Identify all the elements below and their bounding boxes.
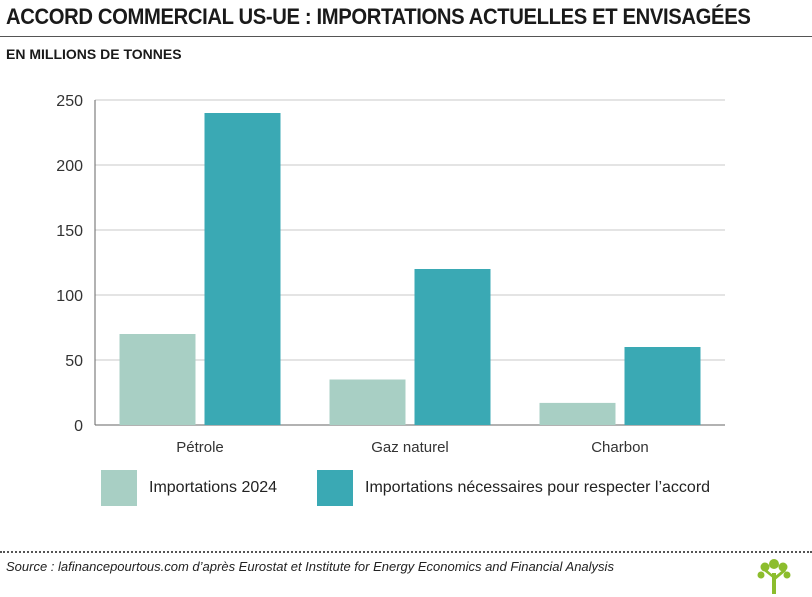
bar-2 — [414, 269, 491, 425]
bar-1 — [329, 379, 406, 425]
y-tick-label: 200 — [56, 158, 83, 175]
legend-swatch-series-2 — [317, 470, 353, 506]
chart-subtitle: EN MILLIONS DE TONNES — [6, 46, 182, 62]
legend-label-series-1: Importations 2024 — [149, 479, 278, 496]
y-tick-label: 100 — [56, 288, 83, 305]
bar-2 — [204, 113, 281, 425]
legend-item-series-2: Importations nécessaires pour respecter … — [317, 470, 710, 506]
y-tick-label: 0 — [74, 418, 83, 435]
bar-chart: 0 50 100 150 200 250 Pétrole Gaz naturel Charbon — [56, 93, 725, 456]
source-note: Source : lafinancepourtous.com d’après E… — [6, 559, 614, 574]
y-tick-label: 250 — [56, 93, 83, 110]
x-tick-label: Gaz naturel — [371, 439, 449, 456]
bar-1 — [539, 402, 616, 425]
legend-swatch-series-1 — [101, 470, 137, 506]
title-divider — [0, 36, 812, 37]
bar-1 — [119, 334, 196, 425]
legend-label-series-2: Importations nécessaires pour respecter … — [365, 479, 711, 496]
x-tick-label: Pétrole — [176, 439, 224, 456]
y-tick-label: 50 — [65, 353, 83, 370]
legend-item-series-1: Importations 2024 — [101, 470, 277, 506]
source-divider — [0, 551, 812, 553]
tree-icon — [757, 559, 791, 594]
y-tick-label: 150 — [56, 223, 83, 240]
x-tick-label: Charbon — [591, 439, 649, 456]
page-title: ACCORD COMMERCIAL US-UE : IMPORTATIONS A… — [6, 4, 751, 29]
bar-2 — [624, 347, 701, 425]
